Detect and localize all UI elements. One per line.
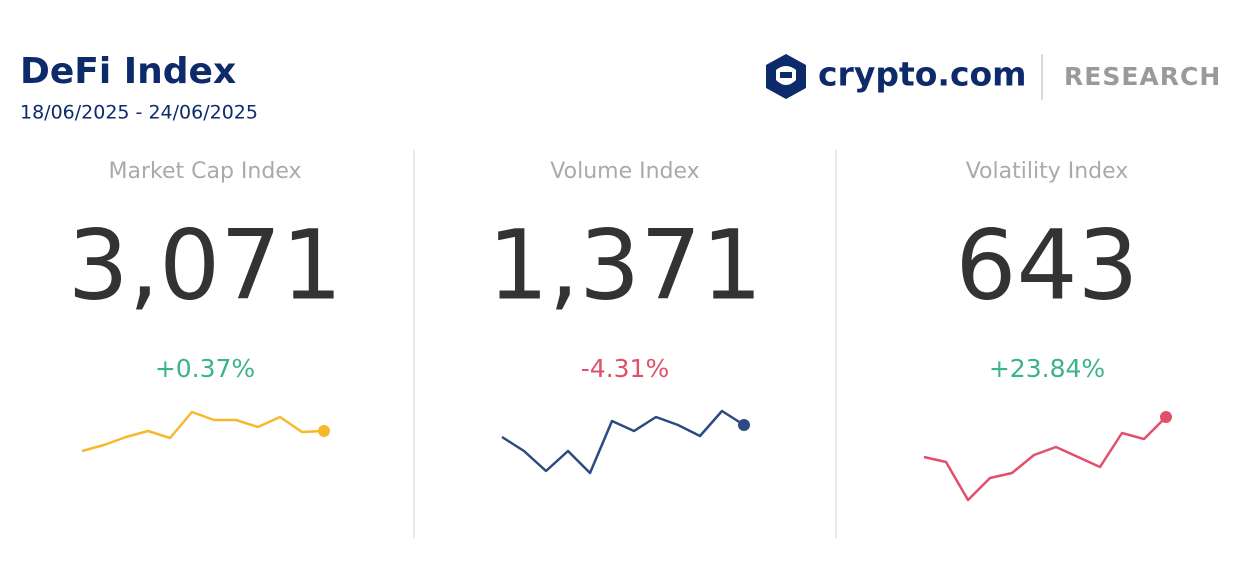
sparkline — [923, 416, 1167, 502]
date-range: 18/06/2025 - 24/06/2025 — [20, 102, 258, 124]
brand-section: RESEARCH — [1064, 62, 1221, 91]
card-value: 1,371 — [488, 209, 763, 321]
card-change: +23.84% — [989, 354, 1105, 383]
logo-icon — [766, 54, 806, 99]
sparkline-end-dot — [1160, 411, 1172, 423]
card-label: Market Cap Index — [109, 159, 302, 184]
card-change: +0.37% — [155, 354, 255, 383]
title: DeFi Index — [20, 51, 236, 92]
sparkline — [501, 409, 745, 475]
brand: crypto.com — [818, 55, 1027, 94]
card-label: Volatility Index — [966, 159, 1129, 184]
card-value: 643 — [955, 209, 1138, 321]
card-change: -4.31% — [581, 354, 669, 383]
card-label: Volume Index — [550, 159, 699, 184]
sparkline — [81, 410, 325, 453]
sparkline-end-dot — [738, 419, 750, 431]
sparkline-end-dot — [318, 425, 330, 437]
card-value: 3,071 — [68, 209, 343, 321]
